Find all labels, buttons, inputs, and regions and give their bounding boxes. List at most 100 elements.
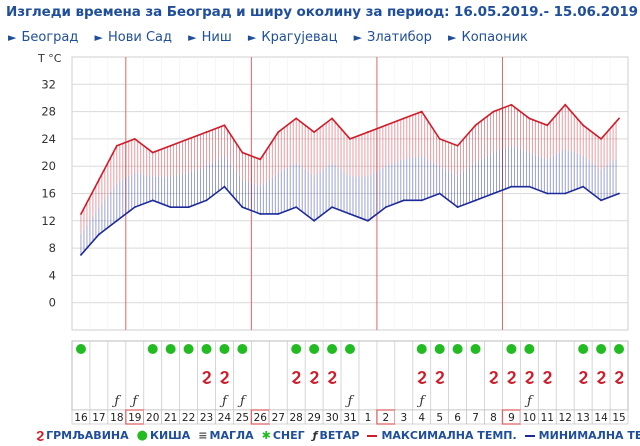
max-temp-point — [223, 124, 226, 127]
max-temp-point — [582, 124, 585, 127]
max-line-icon — [367, 434, 378, 437]
wind-icon: ƒ — [312, 429, 318, 442]
rain-dot-icon — [506, 344, 517, 354]
min-temp-point — [420, 199, 423, 202]
nav-link-nis[interactable]: ► Ниш — [188, 30, 232, 45]
max-temp-point — [492, 110, 495, 113]
min-temp-point — [438, 192, 441, 195]
legend-snow: ✱ СНЕГ — [262, 429, 305, 442]
city-nav: ► Београд ► Нови Сад ► Ниш ► Крагујевац ► Зла… — [8, 30, 540, 48]
max-temp-point — [133, 138, 136, 140]
rain-dot-icon — [219, 344, 230, 354]
min-temp-point — [115, 219, 118, 222]
x-tick-label: 19 — [128, 412, 141, 424]
thunder-icon: Ϩ — [507, 370, 517, 385]
rain-dot-icon — [237, 344, 248, 354]
rain-dot-icon — [470, 344, 481, 354]
legend-label: ВЕТАР — [319, 429, 360, 442]
x-tick-label: 20 — [146, 412, 159, 424]
nav-link-kragujevac[interactable]: ► Крагујевац — [248, 30, 338, 45]
wind-icon: ƒ — [524, 394, 534, 409]
x-tick-label: 2 — [383, 412, 390, 424]
max-temp-point — [438, 138, 441, 140]
x-tick-label: 10 — [523, 412, 536, 424]
max-temp-point — [169, 144, 172, 147]
legend-label: ГРМЉАВИНА — [46, 429, 129, 442]
play-arrow-icon: ► — [353, 31, 363, 44]
nav-link-kopaonik[interactable]: ► Копаоник — [448, 30, 528, 45]
rain-dot-icon — [309, 344, 320, 354]
y-tick-label: 0 — [49, 296, 56, 310]
y-tick-label: 24 — [41, 132, 56, 146]
x-tick-label: 6 — [454, 412, 461, 424]
x-tick-label: 3 — [400, 412, 407, 424]
wind-icon: ƒ — [237, 394, 247, 409]
legend-rain: ● КИША — [137, 428, 191, 443]
play-arrow-icon: ► — [94, 31, 103, 44]
rain-dot-icon — [596, 344, 607, 354]
nav-label: Златибор — [367, 30, 432, 45]
min-temp-point — [618, 192, 620, 195]
nav-label: Београд — [21, 30, 79, 45]
min-temp-point — [80, 254, 82, 256]
max-temp-point — [313, 131, 316, 133]
min-temp-point — [205, 199, 208, 202]
legend-label: МАКСИМАЛНА ТЕМП. — [381, 429, 517, 442]
rain-dot-icon — [524, 344, 535, 354]
rain-dot-icon — [434, 344, 445, 354]
page-title: Изгледи времена за Београд и ширу околин… — [6, 4, 638, 20]
nav-link-zlatibor[interactable]: ► Златибор — [354, 30, 432, 45]
x-tick-label: 9 — [508, 412, 515, 424]
x-tick-label: 25 — [236, 412, 249, 424]
max-temp-point — [367, 131, 369, 133]
thunder-icon: Ϩ — [202, 370, 212, 385]
y-tick-label: 28 — [41, 105, 56, 119]
nav-label: Крагујевац — [261, 30, 338, 45]
y-tick-label: 20 — [41, 159, 56, 173]
rain-dot-icon: ● — [136, 428, 148, 443]
nav-link-beograd[interactable]: ► Београд — [8, 30, 78, 45]
x-tick-label: 1 — [365, 412, 372, 424]
legend-wind: ƒ ВЕТАР — [313, 429, 360, 442]
max-temp-point — [241, 151, 244, 154]
min-temp-point — [582, 185, 585, 188]
wind-icon: ƒ — [416, 394, 426, 409]
min-temp-point — [151, 199, 154, 202]
rain-dot-icon — [201, 344, 212, 354]
x-tick-label: 22 — [182, 412, 195, 424]
max-temp-point — [259, 158, 262, 161]
min-temp-point — [564, 192, 567, 195]
x-tick-cell — [609, 409, 629, 425]
max-temp-point — [115, 144, 118, 147]
nav-link-novi-sad[interactable]: ► Нови Сад — [95, 30, 172, 45]
min-temp-point — [384, 206, 387, 209]
rain-dot-icon — [614, 344, 625, 354]
min-temp-point — [474, 199, 477, 202]
max-temp-point — [546, 124, 549, 127]
max-temp-point — [384, 124, 387, 127]
x-tick-label: 26 — [254, 412, 268, 424]
legend: Ϩ ГРМЉАВИНА ● КИША ≡ МАГЛА ✱ СНЕГ ƒ ВЕТАР МАК… — [36, 428, 640, 443]
play-arrow-icon: ► — [448, 31, 457, 44]
x-tick-label: 27 — [272, 412, 285, 424]
rain-dot-icon — [165, 344, 176, 354]
max-temp-point — [600, 138, 602, 140]
x-tick-label: 18 — [110, 412, 123, 424]
max-temp-point — [474, 124, 477, 127]
thunder-icon: Ϩ — [309, 370, 319, 385]
max-temp-point — [349, 138, 351, 140]
max-temp-point — [205, 131, 208, 133]
thunder-icon: Ϩ — [220, 370, 230, 385]
x-tick-label: 21 — [164, 412, 177, 424]
wind-icon: ƒ — [129, 394, 139, 409]
rain-dot-icon — [452, 344, 463, 354]
min-temp-point — [349, 213, 351, 215]
max-temp-point — [420, 110, 423, 113]
max-temp-point — [98, 178, 100, 181]
x-tick-label: 30 — [325, 412, 338, 424]
max-temp-point — [564, 103, 567, 106]
nav-label: Ниш — [201, 30, 232, 45]
x-tick-label: 29 — [307, 412, 320, 424]
legend-min: МИНИМАЛНА ТЕМП. — [524, 429, 640, 442]
